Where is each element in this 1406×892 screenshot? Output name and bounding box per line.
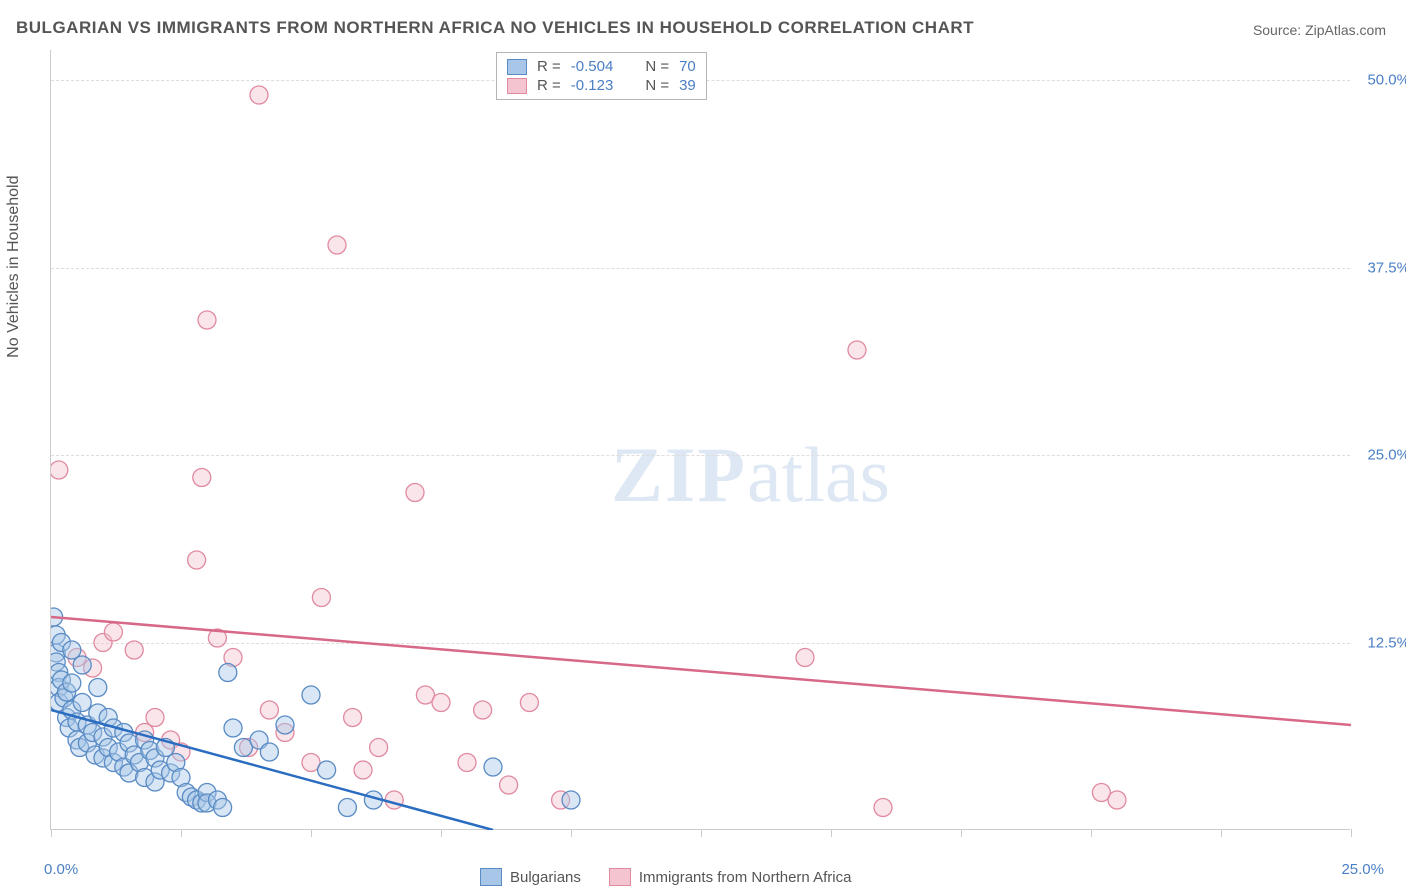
y-axis-label: No Vehicles in Household xyxy=(5,175,23,357)
legend-label-2: Immigrants from Northern Africa xyxy=(639,869,852,886)
legend-item-2: Immigrants from Northern Africa xyxy=(609,868,852,886)
stats-swatch-1 xyxy=(507,59,527,75)
stats-row-1: R = -0.504 N = 70 xyxy=(507,57,696,76)
legend-swatch-1 xyxy=(480,868,502,886)
plot-area: ZIPatlas 12.5%25.0%37.5%50.0% R = -0.504… xyxy=(50,50,1350,830)
y-tick-label: 50.0% xyxy=(1367,72,1406,89)
x-axis-min-label: 0.0% xyxy=(44,861,78,878)
stats-row-2: R = -0.123 N = 39 xyxy=(507,76,696,95)
stats-swatch-2 xyxy=(507,78,527,94)
stats-box: R = -0.504 N = 70 R = -0.123 N = 39 xyxy=(496,52,707,100)
chart-source: Source: ZipAtlas.com xyxy=(1253,22,1386,38)
legend-item-1: Bulgarians xyxy=(480,868,581,886)
legend-swatch-2 xyxy=(609,868,631,886)
chart-container: BULGARIAN VS IMMIGRANTS FROM NORTHERN AF… xyxy=(0,0,1406,892)
legend-label-1: Bulgarians xyxy=(510,869,581,886)
y-tick-label: 25.0% xyxy=(1367,447,1406,464)
x-axis-max-label: 25.0% xyxy=(1341,861,1384,878)
scatter-plot xyxy=(51,50,1351,830)
chart-title: BULGARIAN VS IMMIGRANTS FROM NORTHERN AF… xyxy=(16,18,974,38)
y-tick-label: 37.5% xyxy=(1367,259,1406,276)
y-tick-label: 12.5% xyxy=(1367,634,1406,651)
legend: Bulgarians Immigrants from Northern Afri… xyxy=(480,868,851,886)
